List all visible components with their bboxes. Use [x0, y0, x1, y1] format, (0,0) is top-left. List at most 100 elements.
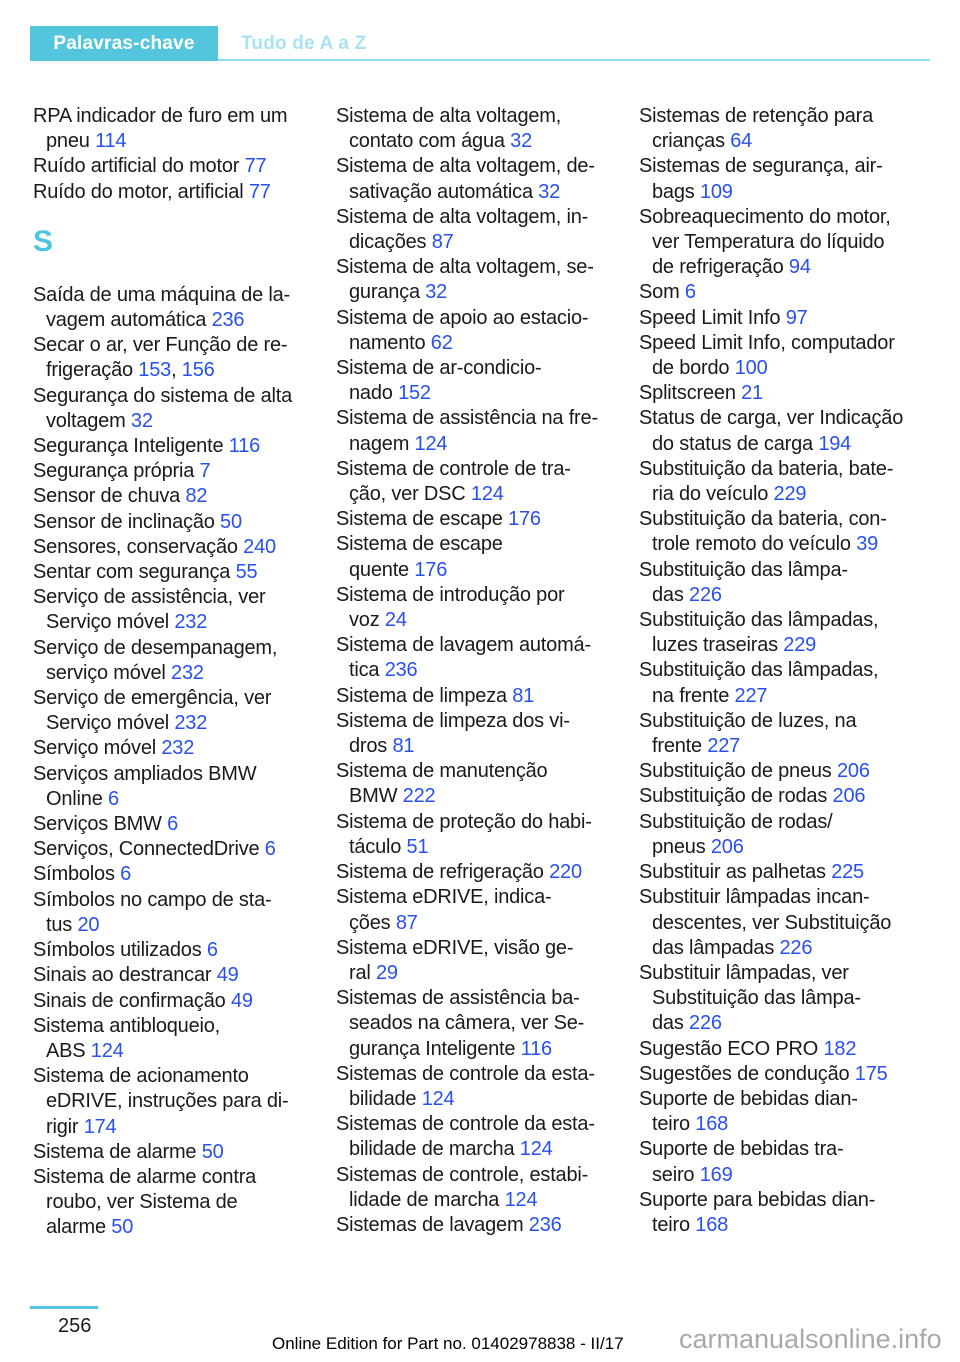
page-ref-link[interactable]: 32: [510, 130, 533, 153]
page-ref-link[interactable]: 97: [785, 306, 808, 329]
page-ref-link[interactable]: 176: [508, 508, 541, 531]
index-entry-line: voz 24: [349, 609, 407, 632]
page-ref-link[interactable]: 109: [699, 180, 733, 203]
page-ref-link[interactable]: 62: [430, 331, 453, 354]
page-ref-link[interactable]: 49: [216, 964, 239, 987]
index-entry: Substituir lâmpadas incan-descentes, ver…: [639, 885, 921, 961]
page-ref-link[interactable]: 124: [519, 1138, 553, 1161]
page-ref-link[interactable]: 168: [695, 1213, 729, 1236]
page-ref-link[interactable]: 51: [406, 835, 429, 858]
page-ref-link[interactable]: 156: [181, 359, 215, 382]
page-ref-link[interactable]: 220: [549, 861, 582, 884]
page-ref-link[interactable]: 77: [244, 155, 267, 178]
page-ref-link[interactable]: 87: [431, 231, 454, 254]
page-ref-link[interactable]: 32: [538, 180, 561, 203]
page-ref-link[interactable]: 206: [710, 835, 744, 858]
index-entry: Sistemas de segurança, air-bags 109: [639, 154, 921, 204]
index-entry-line: Sistema de acionamento: [33, 1065, 249, 1088]
index-entry: Serviço de desempanagem, serviço móvel 23…: [33, 636, 304, 686]
index-entry-line: ções 87: [349, 911, 418, 934]
index-entry: Sensores, conservação 240: [33, 535, 304, 560]
index-entry-line: Suporte para bebidas dian-: [639, 1188, 876, 1211]
page-ref-link[interactable]: 124: [504, 1188, 538, 1211]
index-column: Sistemas de retenção para crianças 64 Sist…: [639, 104, 921, 1241]
page-ref-link[interactable]: 227: [707, 735, 741, 758]
page-ref-link[interactable]: 225: [831, 861, 864, 884]
page-ref-link[interactable]: 236: [528, 1213, 562, 1236]
page-ref-link[interactable]: 240: [243, 535, 276, 558]
index-entry: Serviços, ConnectedDrive 6: [33, 837, 304, 862]
page-ref-link[interactable]: 124: [414, 432, 448, 455]
page-ref-link[interactable]: 153: [138, 359, 172, 382]
page-ref-link[interactable]: 227: [734, 684, 768, 707]
page-ref-link[interactable]: 100: [734, 357, 768, 380]
page-ref-link[interactable]: 176: [414, 558, 448, 581]
page-ref-link[interactable]: 64: [730, 130, 753, 153]
page-ref-link[interactable]: 82: [185, 485, 208, 508]
page-ref-link[interactable]: 232: [161, 737, 195, 760]
page-ref-link[interactable]: 206: [832, 785, 866, 808]
page-ref-link[interactable]: 20: [77, 913, 100, 936]
page-ref-link[interactable]: 6: [684, 281, 696, 304]
tab-palavras-chave[interactable]: Palavras-chave: [30, 26, 218, 61]
page-ref-link[interactable]: 152: [398, 382, 431, 405]
page-ref-link[interactable]: 32: [130, 409, 153, 432]
index-entry-line: tica 236: [349, 659, 418, 682]
page-ref-link[interactable]: 32: [425, 281, 448, 304]
page-ref-link[interactable]: 236: [384, 659, 418, 682]
index-entry: Splitscreen 21: [639, 381, 921, 406]
page-ref-link[interactable]: 232: [171, 661, 204, 684]
page-ref-link[interactable]: 226: [689, 583, 722, 606]
page-ref-link[interactable]: 226: [689, 1012, 722, 1035]
page-ref-link[interactable]: 175: [854, 1062, 888, 1085]
page-ref-link[interactable]: 229: [773, 483, 807, 506]
page-ref-link[interactable]: 50: [201, 1140, 224, 1163]
page-ref-link[interactable]: 81: [512, 684, 535, 707]
index-entry: Sinais de confirmação 49: [33, 989, 304, 1014]
page-ref-link[interactable]: 24: [384, 609, 407, 632]
page-ref-link[interactable]: 21: [741, 382, 763, 405]
page-ref-link[interactable]: 226: [779, 936, 813, 959]
page-ref-link[interactable]: 39: [856, 533, 879, 556]
index-entry: Sugestões de condução 175: [639, 1062, 921, 1087]
page-ref-link[interactable]: 6: [107, 787, 119, 810]
page-ref-link[interactable]: 116: [520, 1037, 552, 1060]
page-ref-link[interactable]: 81: [392, 735, 415, 758]
page-ref-link[interactable]: 232: [174, 712, 208, 735]
page-ref-link[interactable]: 6: [167, 813, 179, 836]
page-ref-link[interactable]: 174: [83, 1115, 117, 1138]
page-ref-link[interactable]: 168: [695, 1113, 729, 1136]
page-ref-link[interactable]: 206: [836, 760, 870, 783]
page-ref-link[interactable]: 6: [120, 863, 132, 886]
index-entry: Sistemas de controle, estabi-lidade de m…: [336, 1163, 607, 1213]
index-entry-line: Substituir lâmpadas, ver: [639, 961, 849, 984]
page-ref-link[interactable]: 124: [90, 1039, 124, 1062]
index-entry: Sistema de proteção do habi-táculo 51: [336, 810, 607, 860]
page-ref-link[interactable]: 50: [111, 1216, 134, 1239]
page-ref-link[interactable]: 49: [230, 989, 253, 1012]
page-ref-link[interactable]: 114: [95, 130, 127, 153]
page-ref-link[interactable]: 6: [206, 939, 218, 962]
page-ref-link[interactable]: 77: [248, 180, 271, 203]
index-entry: Sistema de ar-condicio-nado 152: [336, 356, 607, 406]
page-ref-link[interactable]: 222: [402, 785, 436, 808]
index-entry-line: das 226: [652, 583, 722, 606]
page-ref-link[interactable]: 232: [174, 611, 208, 634]
page-ref-link[interactable]: 124: [421, 1087, 455, 1110]
page-ref-link[interactable]: 29: [375, 961, 398, 984]
page-ref-link[interactable]: 116: [228, 435, 261, 458]
page-ref-link[interactable]: 229: [783, 634, 817, 657]
page-ref-link[interactable]: 87: [395, 911, 418, 934]
page-ref-link[interactable]: 236: [211, 309, 245, 332]
index-entry-line: Speed Limit Info, computador: [639, 331, 895, 354]
page-ref-link[interactable]: 124: [470, 483, 504, 506]
page-ref-link[interactable]: 6: [264, 838, 276, 861]
index-entry: Substituição de rodas/pneus 206: [639, 810, 921, 860]
page-ref-link[interactable]: 55: [235, 561, 258, 584]
page-ref-link[interactable]: 169: [699, 1163, 733, 1186]
page-ref-link[interactable]: 50: [220, 510, 242, 533]
page-ref-link[interactable]: 94: [788, 256, 811, 279]
page-ref-link[interactable]: 182: [823, 1037, 857, 1060]
page-ref-link[interactable]: 194: [818, 432, 852, 455]
page-ref-link[interactable]: 7: [199, 460, 211, 483]
